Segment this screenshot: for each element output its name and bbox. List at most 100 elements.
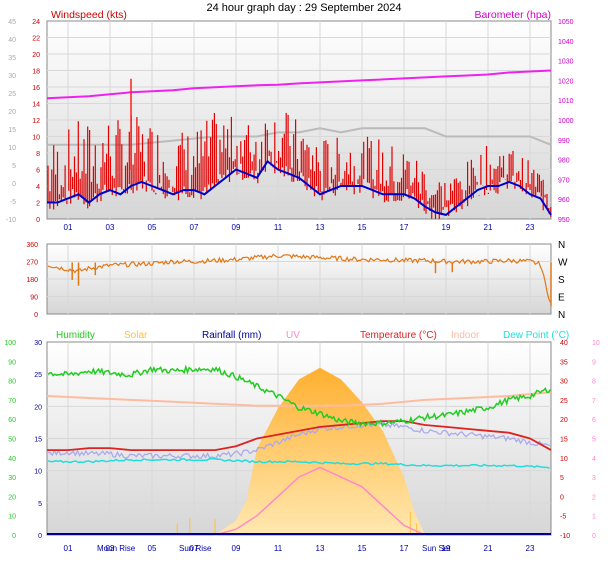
temperature-tick-label: 25: [560, 398, 568, 405]
wind-tick-label: 14: [32, 102, 40, 109]
baro-axis-title: Barometer (hpa): [475, 9, 551, 21]
gray-tick-label: -10: [6, 217, 16, 224]
temperature-tick-label: 10: [560, 456, 568, 463]
wind-tick-label: 6: [36, 168, 40, 175]
compass-label: N: [558, 240, 565, 251]
uv-tick-label: 5: [592, 437, 596, 444]
rainfall-tick-label: 0: [38, 533, 42, 540]
compass-label: W: [558, 258, 568, 269]
humidity-line: [47, 364, 552, 428]
gray-tick-label: 45: [8, 19, 16, 26]
humidity-tick-label: 90: [8, 359, 16, 366]
chart-title: 24 hour graph day : 29 September 2024: [206, 2, 401, 14]
x-tick-label: 23: [526, 223, 535, 232]
x-tick-label: 17: [400, 544, 409, 553]
gray-tick-label: 20: [8, 109, 16, 116]
temperature-tick-label: -5: [560, 514, 566, 521]
uv-line: [214, 466, 426, 536]
gray-tick-label: -5: [10, 199, 16, 206]
x-tick-label: 09: [232, 223, 241, 232]
gray-tick-label: 15: [8, 127, 16, 134]
solar-area: [215, 367, 425, 535]
temperature-tick-label: 35: [560, 359, 568, 366]
wind-tick-label: 12: [32, 118, 40, 125]
baro-tick-label: 1040: [558, 39, 574, 46]
humidity-tick-label: 100: [4, 340, 16, 347]
legend-item: Temperature (°C): [360, 330, 437, 341]
uv-tick-label: 3: [592, 475, 596, 482]
rainfall-tick-label: 25: [34, 372, 42, 379]
uv-tick-label: 4: [592, 456, 596, 463]
uv-tick-label: 8: [592, 379, 596, 386]
event-annotation: Sun Rise: [179, 544, 212, 553]
temperature-tick-label: 15: [560, 437, 568, 444]
x-tick-label: 01: [64, 544, 73, 553]
x-tick-label: 09: [232, 544, 241, 553]
direction-tick-label: 180: [26, 277, 38, 284]
temperature-tick-label: 40: [560, 340, 568, 347]
event-annotation: Moon Rise: [97, 544, 136, 553]
humidity-tick-label: 10: [8, 514, 16, 521]
direction-tick-label: 0: [34, 312, 38, 319]
baro-tick-label: 980: [558, 158, 570, 165]
gray-tick-label: 40: [8, 37, 16, 44]
baro-tick-label: 1020: [558, 78, 574, 85]
temperature-line: [47, 420, 552, 451]
x-tick-label: 19: [442, 544, 451, 553]
event-annotation: Sun Set: [422, 544, 451, 553]
apparent-temperature-line: [47, 421, 551, 460]
baro-tick-label: 1000: [558, 118, 574, 125]
x-tick-label: 01: [64, 223, 73, 232]
x-tick-label: 05: [148, 223, 157, 232]
wind-tick-label: 10: [32, 135, 40, 142]
temperature-tick-label: 0: [560, 494, 564, 501]
compass-label: E: [558, 293, 565, 304]
legend-item: Rainfall (mm): [202, 330, 261, 341]
baro-tick-label: 970: [558, 177, 570, 184]
dew-point-line: [47, 457, 550, 469]
gray-series-line: [47, 127, 552, 146]
gray-tick-label: 10: [8, 145, 16, 152]
x-tick-label: 11: [274, 544, 283, 553]
compass-label: N: [558, 310, 565, 321]
baro-tick-label: 990: [558, 138, 570, 145]
legend-item: Humidity: [56, 330, 95, 341]
direction-tick-label: 360: [26, 242, 38, 249]
temperature-tick-label: 20: [560, 417, 568, 424]
uv-tick-label: 1: [592, 514, 596, 521]
wind-tick-label: 0: [36, 217, 40, 224]
direction-tick-label: 270: [26, 260, 38, 267]
x-tick-label: 11: [274, 223, 283, 232]
wind-tick-label: 24: [32, 19, 40, 26]
rainfall-tick-label: 30: [34, 340, 42, 347]
x-tick-label: 19: [442, 223, 451, 232]
uv-tick-label: 9: [592, 359, 596, 366]
wind-direction-line: [47, 253, 551, 303]
gray-tick-label: 0: [12, 181, 16, 188]
baro-tick-label: 950: [558, 217, 570, 224]
humidity-tick-label: 0: [12, 533, 16, 540]
x-tick-label: 23: [526, 544, 535, 553]
legend-item: Indoor: [451, 330, 480, 341]
x-tick-label: 07: [190, 544, 199, 553]
x-tick-label: 21: [484, 544, 493, 553]
rainfall-tick-label: 5: [38, 501, 42, 508]
x-tick-label: 17: [400, 223, 409, 232]
x-tick-label: 05: [148, 544, 157, 553]
humidity-tick-label: 70: [8, 398, 16, 405]
x-tick-label: 15: [358, 223, 367, 232]
baro-tick-label: 1010: [558, 98, 574, 105]
wind-tick-label: 8: [36, 151, 40, 158]
uv-tick-label: 2: [592, 494, 596, 501]
wind-tick-label: 4: [36, 184, 40, 191]
baro-tick-label: 1050: [558, 19, 574, 26]
legend-item: Solar: [124, 330, 148, 341]
x-tick-label: 13: [316, 544, 325, 553]
wind-average-line: [47, 159, 552, 216]
x-tick-label: 13: [316, 223, 325, 232]
humidity-tick-label: 30: [8, 475, 16, 482]
wind-axis-title: Windspeed (kts): [51, 9, 127, 21]
temperature-tick-label: -10: [560, 533, 570, 540]
